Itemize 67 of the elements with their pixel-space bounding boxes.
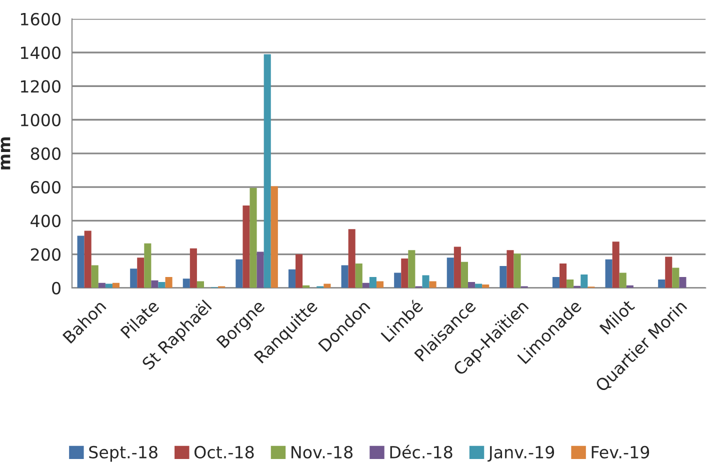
y-tick-label: 200 xyxy=(30,248,60,261)
bar xyxy=(460,262,468,288)
bar xyxy=(324,284,331,288)
bar xyxy=(560,264,567,288)
bar xyxy=(151,280,158,288)
bar xyxy=(105,284,112,288)
y-axis-title: mm xyxy=(0,137,10,170)
y-tick-label: 600 xyxy=(30,180,60,194)
bar xyxy=(468,282,476,288)
bar xyxy=(264,54,271,288)
bar xyxy=(665,256,672,288)
bar xyxy=(446,258,454,288)
bar xyxy=(422,275,430,288)
bar xyxy=(144,243,152,288)
bar xyxy=(475,284,482,288)
y-tick-label: 1000 xyxy=(20,114,60,126)
bar xyxy=(296,254,303,288)
bar xyxy=(500,266,507,288)
bar xyxy=(619,272,626,288)
bar xyxy=(182,278,190,288)
bar xyxy=(236,259,243,288)
bar xyxy=(242,206,250,288)
bar xyxy=(256,252,264,288)
legend-label: Oct.-18 xyxy=(194,446,254,458)
bar xyxy=(348,229,356,288)
bar xyxy=(605,259,612,288)
bar xyxy=(77,236,84,288)
bar xyxy=(394,272,402,288)
bar xyxy=(130,268,138,288)
bar xyxy=(514,253,521,288)
y-tick-label: 1400 xyxy=(20,46,60,60)
bar xyxy=(429,281,436,288)
bar xyxy=(341,265,348,288)
bar xyxy=(552,276,560,288)
bar xyxy=(672,268,680,288)
bar xyxy=(401,258,408,288)
y-tick-label: 800 xyxy=(30,147,60,160)
legend-label: Nov.-18 xyxy=(292,446,353,458)
legend-label: Fev.-19 xyxy=(592,446,650,458)
bar xyxy=(679,276,686,288)
y-tick-label: 1200 xyxy=(20,80,60,93)
y-tick-label: 0 xyxy=(52,282,60,294)
bar xyxy=(158,282,166,288)
y-tick-label: 1600 xyxy=(20,12,60,26)
bar xyxy=(270,186,278,288)
bar xyxy=(369,276,376,288)
bar xyxy=(165,276,172,288)
bar xyxy=(190,248,197,288)
bar xyxy=(612,242,620,288)
bar xyxy=(250,188,257,288)
bar xyxy=(355,264,362,288)
bar xyxy=(376,281,384,288)
bar xyxy=(84,230,92,288)
legend-label: Sept.-18 xyxy=(89,446,158,462)
legend-label: Déc.-18 xyxy=(390,444,452,458)
bar xyxy=(506,250,514,288)
bar xyxy=(566,280,574,288)
y-tick-label: 400 xyxy=(30,214,60,228)
bar xyxy=(137,258,144,288)
bar xyxy=(196,281,204,288)
bar xyxy=(580,274,588,288)
bar xyxy=(658,280,666,288)
bar xyxy=(408,250,416,288)
bar xyxy=(91,265,98,288)
legend-label: Janv.-19 xyxy=(488,446,554,462)
bar xyxy=(288,269,296,288)
bar xyxy=(454,246,461,288)
